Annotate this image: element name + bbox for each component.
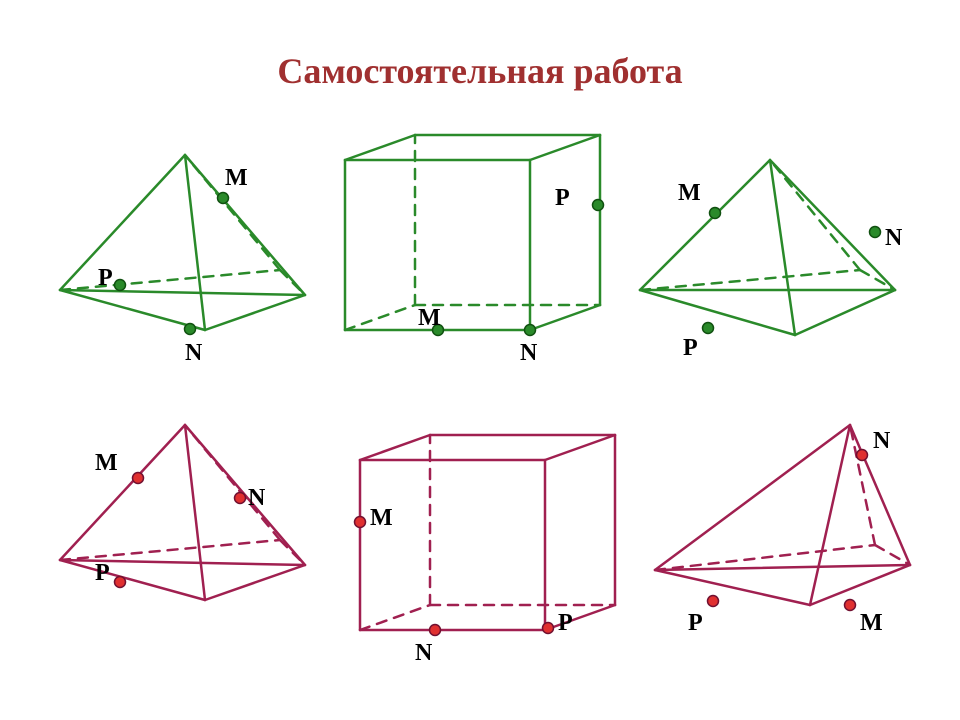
point-label: N [185, 340, 202, 367]
point-label: N [415, 640, 432, 667]
point-label: P [558, 610, 573, 637]
point-label: M [370, 505, 393, 532]
point-label: P [95, 560, 110, 587]
point-label: M [860, 610, 883, 637]
point-label: P [98, 265, 113, 292]
point-label: M [678, 180, 701, 207]
point-label: P [683, 335, 698, 362]
point-label: N [520, 340, 537, 367]
point-label: N [885, 225, 902, 252]
point-label: M [225, 165, 248, 192]
point-label: M [95, 450, 118, 477]
point-label: N [248, 485, 265, 512]
diagram-canvas [0, 0, 960, 720]
point-label: M [418, 305, 441, 332]
point-label: P [688, 610, 703, 637]
point-label: P [555, 185, 570, 212]
point-label: N [873, 428, 890, 455]
